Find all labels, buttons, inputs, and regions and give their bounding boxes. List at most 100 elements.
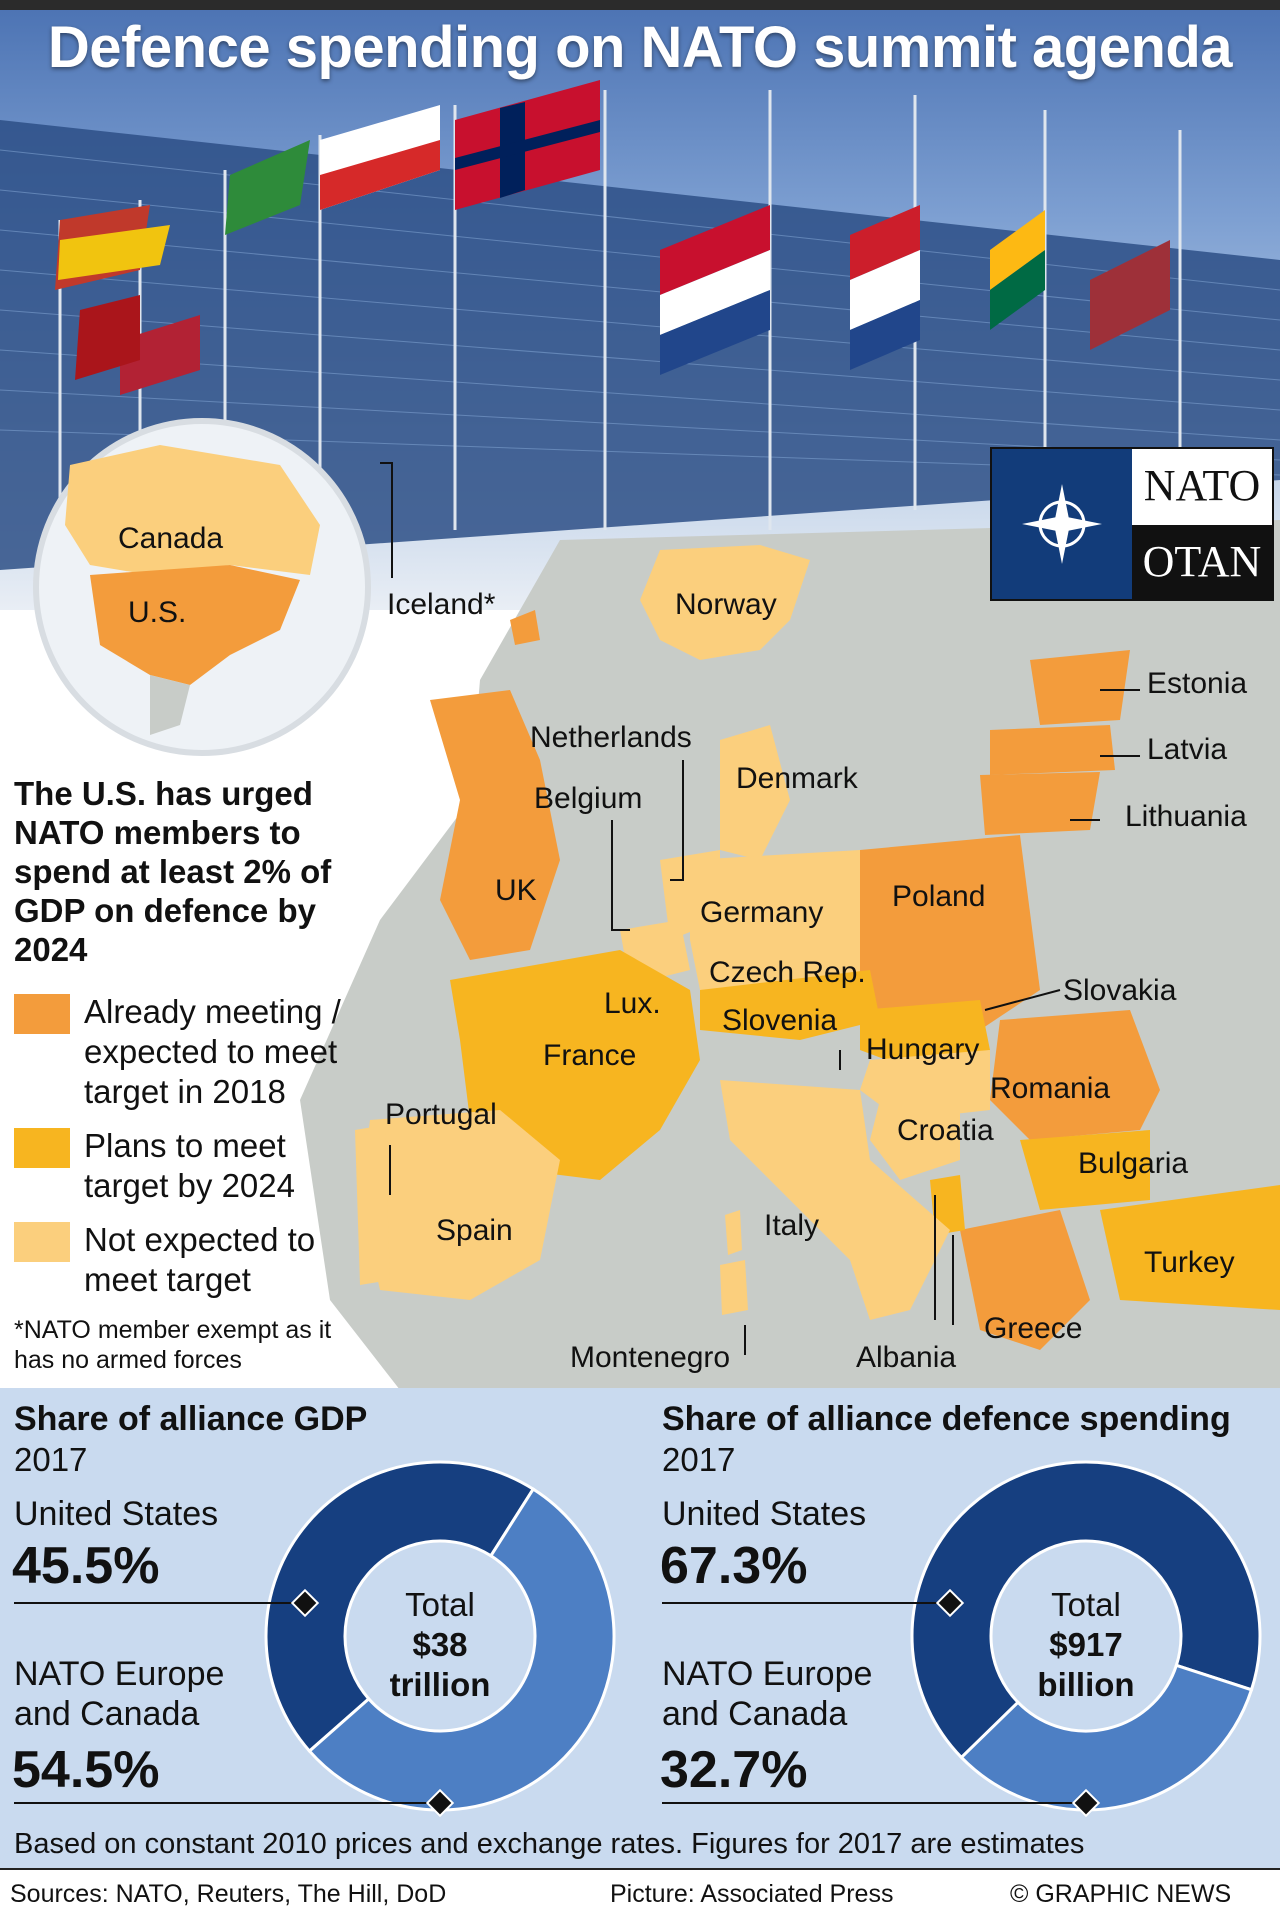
map-turkey (1100, 1185, 1280, 1310)
map-norway (640, 545, 810, 660)
legend-swatch-plans (14, 1128, 70, 1168)
nato-logo-bottom: OTAN (1132, 525, 1272, 599)
gdp-slice-europe (307, 1487, 616, 1812)
map-iceland (510, 610, 540, 645)
map-slovakia (860, 1000, 990, 1065)
map-greece (960, 1210, 1090, 1350)
gdp-slice-us (264, 1460, 536, 1754)
map-portugal (355, 1125, 390, 1285)
label-czech: Czech Rep. (709, 956, 866, 989)
label-us: U.S. (128, 596, 187, 629)
map-denmark (720, 725, 790, 860)
nato-logo-top: NATO (1132, 449, 1272, 523)
label-slovakia: Slovakia (1063, 974, 1177, 1007)
map-uk (430, 690, 560, 960)
map-corsica (725, 1210, 742, 1255)
map-croatia (870, 1100, 960, 1180)
label-portugal: Portugal (385, 1098, 497, 1131)
gdp-leader-marker-europe (425, 1788, 455, 1818)
map-italy (720, 1080, 950, 1320)
map-montenegro-albania (930, 1175, 965, 1235)
label-hungary: Hungary (866, 1033, 980, 1066)
label-germany: Germany (700, 896, 824, 929)
label-france: France (543, 1039, 637, 1072)
label-estonia: Estonia (1147, 667, 1248, 700)
label-lithuania: Lithuania (1125, 800, 1247, 833)
defence-slice-europe (959, 1663, 1254, 1812)
gdp-us-value: 45.5% (12, 1537, 160, 1595)
map-estonia (1030, 650, 1130, 725)
map-lithuania (980, 772, 1100, 835)
inset-canada (65, 445, 320, 575)
label-bulgaria: Bulgaria (1078, 1147, 1189, 1180)
page-title: Defence spending on NATO summit agenda (47, 15, 1233, 80)
map-footnote: *NATO member exempt as it has no armed f… (14, 1316, 332, 1374)
label-netherlands: Netherlands (530, 721, 692, 754)
defence-slice-us (910, 1460, 1262, 1760)
defence-center-label-0: Total (1051, 1586, 1121, 1623)
gdp-leader-marker-us (290, 1588, 320, 1618)
defence-chart-title: Share of alliance defence spending (662, 1400, 1231, 1438)
label-iceland: Iceland* (387, 588, 496, 621)
label-albania: Albania (856, 1341, 957, 1374)
map-spain (360, 1110, 560, 1300)
nato-emblem-panel (992, 449, 1132, 599)
map-germany (690, 850, 860, 1010)
legend-label-plans: Plans to meet target by 2024 (84, 1127, 295, 1204)
defence-center-label-1: $917 (1049, 1626, 1122, 1663)
label-spain: Spain (436, 1214, 513, 1247)
north-america-inset (33, 418, 371, 756)
gdp-center-label-1: $38 (412, 1626, 467, 1663)
inset-us (90, 565, 300, 685)
label-turkey: Turkey (1144, 1246, 1235, 1279)
defence-chart-year: 2017 (662, 1441, 736, 1478)
label-croatia: Croatia (897, 1114, 994, 1147)
defence-us-label: United States (662, 1495, 867, 1533)
gdp-chart-title: Share of alliance GDP (14, 1400, 368, 1438)
data-note: Based on constant 2010 prices and exchan… (14, 1828, 1085, 1860)
label-montenegro: Montenegro (570, 1341, 731, 1374)
top-bar (0, 0, 1280, 10)
label-poland: Poland (892, 880, 986, 913)
footer-copyright: © GRAPHIC NEWS (1010, 1880, 1232, 1908)
gdp-center-label-0: Total (405, 1586, 475, 1623)
gdp-donut-hole (347, 1543, 533, 1729)
defence-europe-value: 32.7% (660, 1741, 808, 1799)
footer (0, 1868, 1280, 1924)
gdp-us-label: United States (14, 1495, 219, 1533)
defence-center-label-2: billion (1037, 1666, 1134, 1703)
europe-map (300, 462, 1280, 1390)
map-latvia (990, 725, 1115, 775)
label-uk: UK (495, 874, 537, 907)
map-headline: The U.S. has urged NATO members to spend… (14, 775, 332, 968)
label-romania: Romania (990, 1072, 1111, 1105)
label-latvia: Latvia (1147, 733, 1228, 766)
defence-us-value: 67.3% (660, 1537, 808, 1595)
compass-star-icon (1022, 484, 1102, 564)
label-greece: Greece (984, 1312, 1083, 1345)
defence-leader-marker-europe (1071, 1788, 1101, 1818)
label-norway: Norway (675, 588, 777, 621)
map-sardinia (720, 1260, 748, 1315)
label-belgium: Belgium (534, 782, 643, 815)
defence-donut-hole (993, 1543, 1179, 1729)
label-canada: Canada (118, 522, 224, 555)
inset-mexico (150, 675, 190, 735)
label-lux: Lux. (604, 987, 661, 1020)
label-italy: Italy (764, 1209, 820, 1242)
gdp-europe-value: 54.5% (12, 1741, 160, 1799)
map-poland (845, 835, 1040, 1030)
footer-picture: Picture: Associated Press (610, 1880, 894, 1908)
legend-label-meeting: Already meeting / expected to meet targe… (84, 993, 341, 1110)
gdp-europe-label: NATO Europe and Canada (14, 1655, 225, 1733)
legend-label-not-expected: Not expected to meet target (84, 1221, 316, 1298)
map-bulgaria (1020, 1130, 1150, 1210)
label-slovenia: Slovenia (722, 1004, 838, 1037)
legend-swatch-not-expected (14, 1222, 70, 1262)
defence-europe-label: NATO Europe and Canada (662, 1655, 873, 1733)
label-denmark: Denmark (736, 762, 858, 795)
legend-swatch-meeting (14, 994, 70, 1034)
map-romania (990, 1010, 1160, 1140)
gdp-center-label-2: trillion (390, 1666, 491, 1703)
